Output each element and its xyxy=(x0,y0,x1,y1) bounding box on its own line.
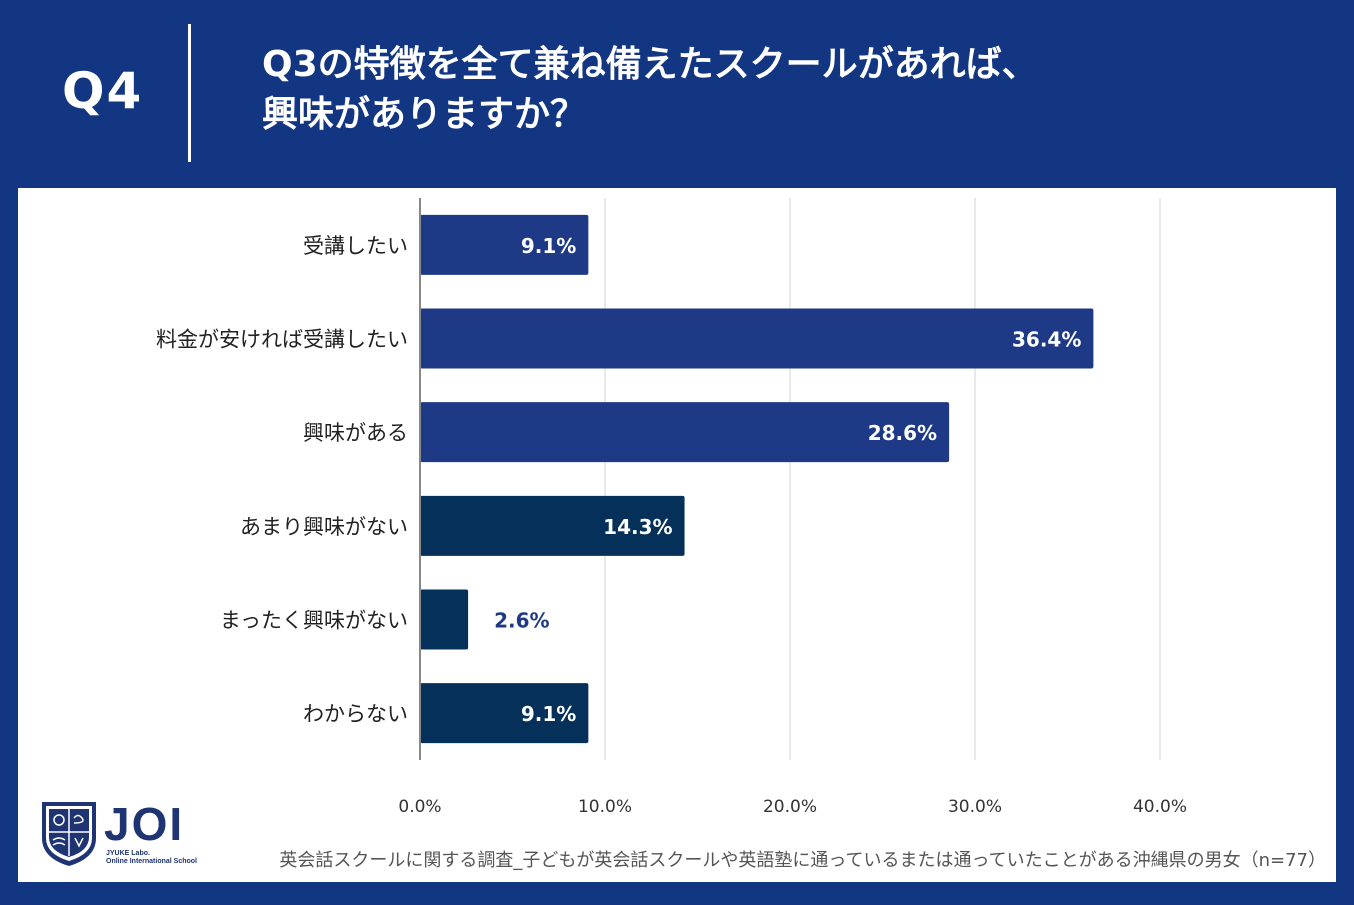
x-tick-label: 20.0% xyxy=(763,797,817,817)
question-number: Q4 xyxy=(62,62,144,120)
x-tick-label: 30.0% xyxy=(948,797,1002,817)
bar xyxy=(420,214,589,275)
category-label: 受講したい xyxy=(303,234,408,258)
header: Q4 Q3の特徴を全て兼ね備えたスクールがあれば、 興味がありますか？ xyxy=(0,0,1354,188)
category-label: 興味がある xyxy=(303,421,408,445)
category-label: わからない xyxy=(303,702,408,726)
x-tick-label: 0.0% xyxy=(398,797,441,817)
logo-sub-line2: Online International School xyxy=(106,858,198,865)
bar xyxy=(420,495,685,556)
data-label: 28.6% xyxy=(868,421,937,445)
category-label: あまり興味がない xyxy=(240,515,408,539)
logo-wordmark: JOI xyxy=(104,798,185,850)
data-label: 2.6% xyxy=(494,609,549,633)
question-title-line2: 興味がありますか？ xyxy=(262,94,587,135)
x-tick-label: 40.0% xyxy=(1133,797,1187,817)
category-label: 料金が安ければ受講したい xyxy=(156,328,408,352)
bar-chart: 0.0% 10.0% 20.0% 30.0% 40.0% 受講したい 9.1% 料金が安ければ… xyxy=(156,198,1187,817)
data-label: 9.1% xyxy=(521,234,576,258)
bar xyxy=(420,402,950,463)
bar xyxy=(420,683,589,744)
chart-panel: 0.0% 10.0% 20.0% 30.0% 40.0% 受講したい 9.1% 料金が安ければ… xyxy=(18,188,1336,882)
bar xyxy=(420,589,469,650)
logo-subtitle: JYUKE Labo. Online International School xyxy=(106,850,197,866)
survey-footnote: 英会話スクールに関する調査_子どもが英会話スクールや英語塾に通っているまたは通っ… xyxy=(279,850,1326,871)
question-title-line1: Q3の特徴を全て兼ね備えたスクールがあれば、 xyxy=(262,44,1038,85)
header-divider xyxy=(188,24,191,162)
x-tick-label: 10.0% xyxy=(578,797,632,817)
joi-logo: JOI JYUKE Labo. Online International Sch… xyxy=(38,798,218,870)
data-label: 36.4% xyxy=(1012,328,1081,352)
logo-sub-line1: JYUKE Labo. xyxy=(106,850,150,857)
data-label: 14.3% xyxy=(603,515,672,539)
question-title: Q3の特徴を全て兼ね備えたスクールがあれば、 興味がありますか？ xyxy=(262,40,1262,140)
data-label: 9.1% xyxy=(521,702,576,726)
bar xyxy=(420,308,1094,369)
category-label: まったく興味がない xyxy=(220,609,408,633)
crest-icon xyxy=(42,802,96,866)
